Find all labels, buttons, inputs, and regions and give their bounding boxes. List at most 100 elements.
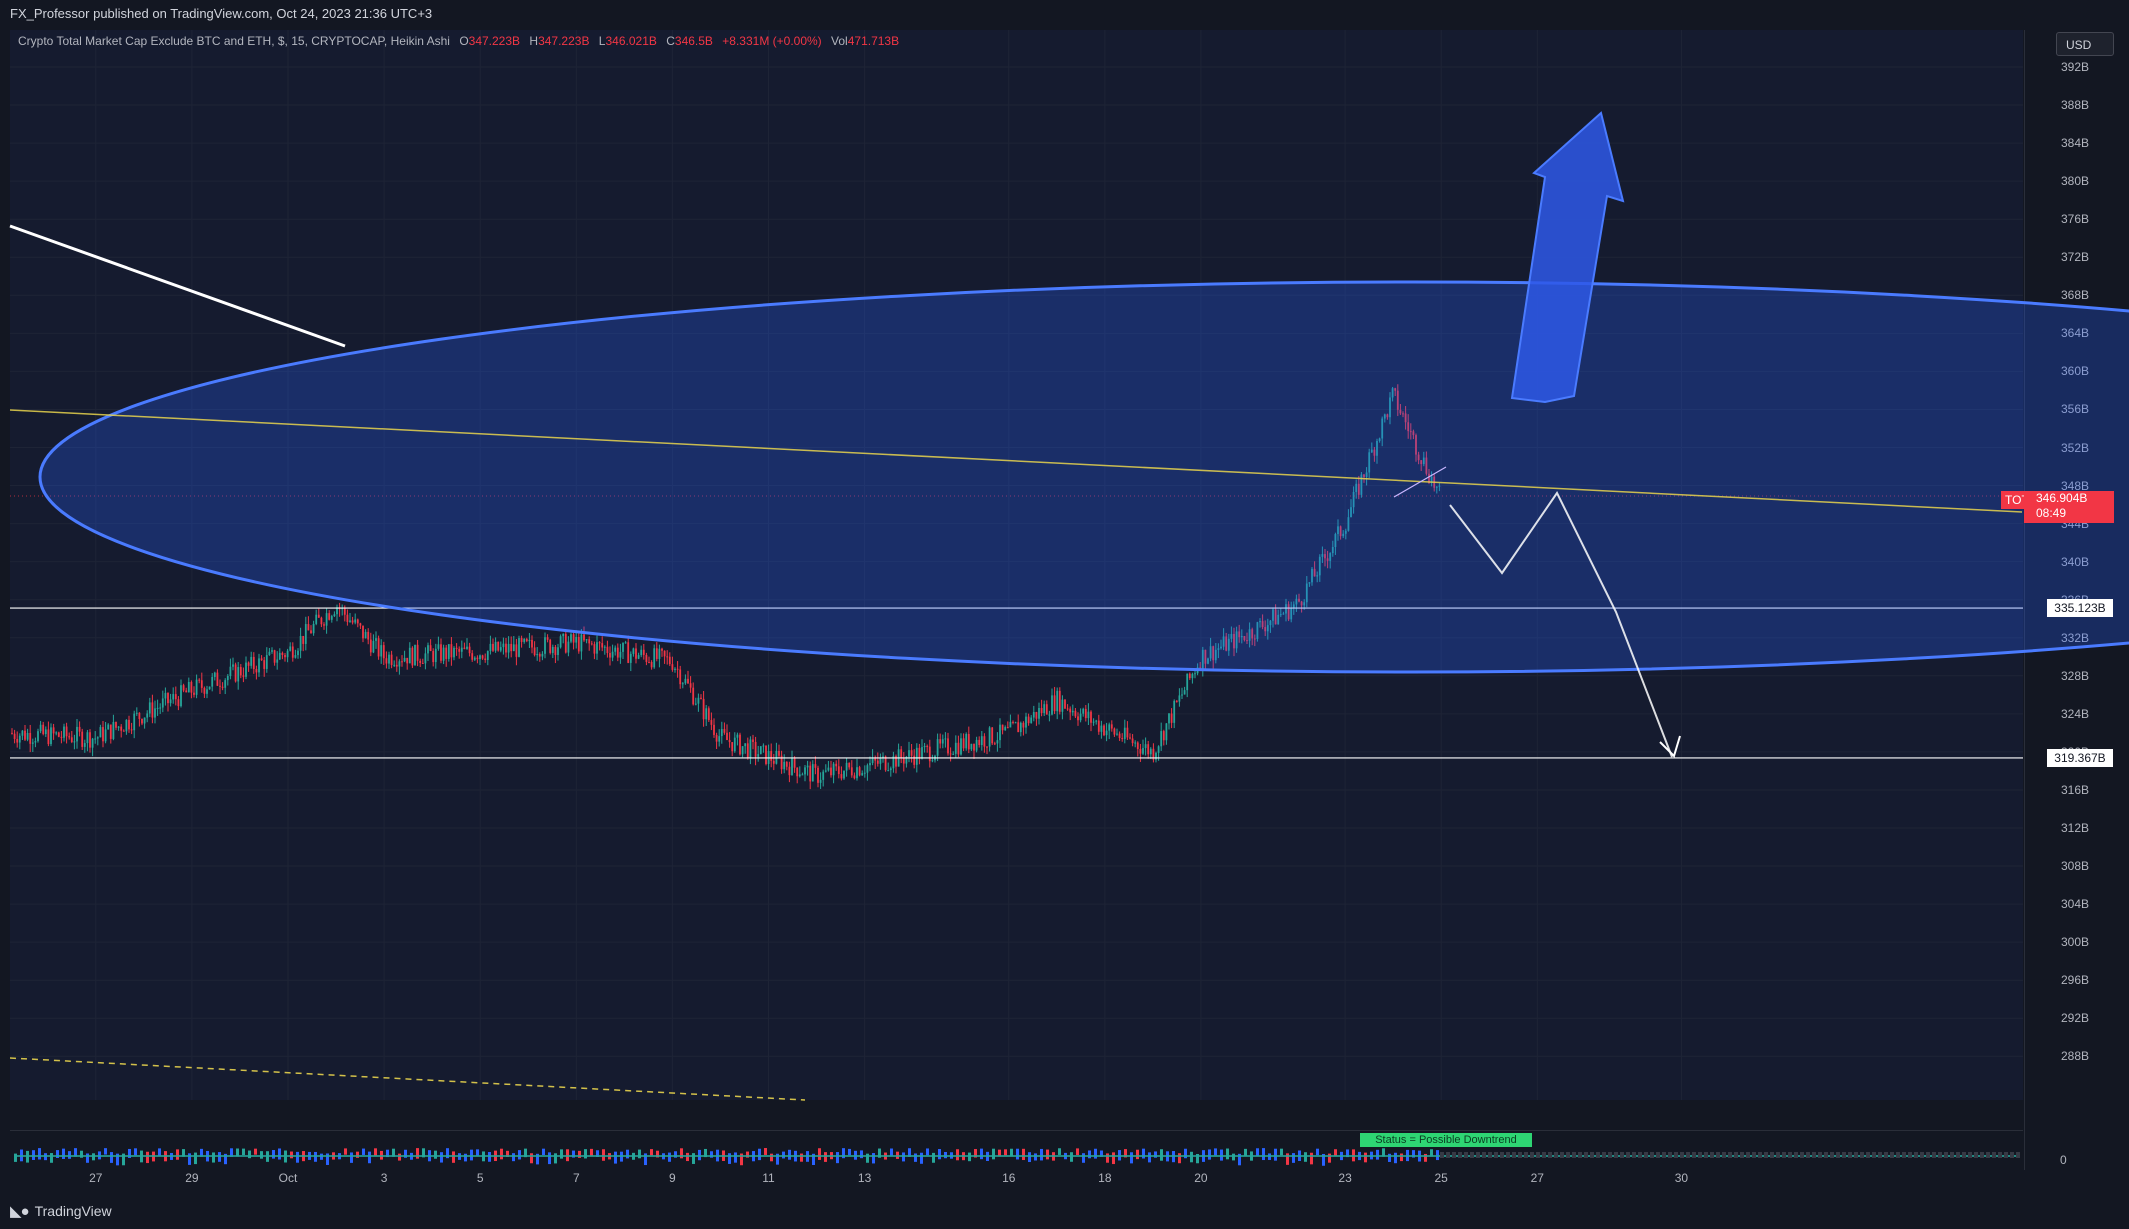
indicator-bar xyxy=(920,1152,923,1164)
candle-body xyxy=(658,648,661,659)
candle-body xyxy=(1399,409,1402,414)
indicator-bar xyxy=(1440,1152,1444,1158)
candle-body xyxy=(908,750,910,757)
candle-body xyxy=(635,648,637,659)
candle-body xyxy=(450,644,453,658)
candle-body xyxy=(226,676,229,681)
candle-body xyxy=(913,755,916,765)
indicator-bar xyxy=(1668,1152,1672,1158)
candle-body xyxy=(377,638,380,657)
candle-body xyxy=(440,644,442,661)
candle-body xyxy=(1121,738,1124,740)
indicator-bar xyxy=(62,1148,65,1159)
price-tick: 308B xyxy=(2061,859,2090,874)
candle-body xyxy=(1027,716,1030,724)
candle-body xyxy=(510,643,513,652)
indicator-bar xyxy=(542,1148,545,1156)
candle-body xyxy=(1181,694,1183,696)
candle-body xyxy=(437,644,440,649)
candle-body xyxy=(133,713,136,731)
candle-body xyxy=(531,639,533,648)
close-value: 346.5B xyxy=(674,34,713,48)
indicator-bar xyxy=(182,1149,185,1157)
indicator-bar xyxy=(50,1153,53,1163)
candle-body xyxy=(567,641,570,653)
candle-body xyxy=(1303,602,1306,606)
time-axis[interactable] xyxy=(0,1170,2129,1190)
chart-area[interactable] xyxy=(10,30,2023,1100)
candle-body xyxy=(1220,646,1222,649)
indicator-bar xyxy=(788,1149,791,1160)
price-tick: 296B xyxy=(2061,973,2090,988)
candle-body xyxy=(219,685,221,687)
indicator-bar xyxy=(1280,1148,1283,1156)
currency-button[interactable]: USD xyxy=(2056,32,2114,56)
candle-body xyxy=(1422,457,1425,465)
candle-body xyxy=(398,661,401,667)
candle-body xyxy=(406,657,409,664)
candle-body xyxy=(346,614,349,622)
candle-body xyxy=(804,767,806,775)
time-tick: 25 xyxy=(1434,1171,1448,1185)
tradingview-logo[interactable]: ◣● TradingView xyxy=(10,1202,112,1220)
candle-body xyxy=(333,614,336,617)
projection-arrowhead xyxy=(1659,735,1681,758)
indicator-bar xyxy=(1142,1148,1145,1159)
candle-body xyxy=(265,655,268,669)
candle-body xyxy=(853,775,856,779)
indicator-bar xyxy=(650,1149,653,1156)
candle-body xyxy=(107,724,110,730)
indicator-bar xyxy=(1554,1152,1558,1158)
indicator-bar xyxy=(476,1149,479,1156)
candle-body xyxy=(1048,714,1051,716)
indicator-bar xyxy=(638,1149,641,1159)
indicator-bar xyxy=(1602,1152,1606,1158)
candle-body xyxy=(55,732,58,734)
candle-body xyxy=(206,689,208,694)
time-tick: 7 xyxy=(572,1171,580,1185)
indicator-bar xyxy=(1334,1149,1337,1156)
indicator-bar xyxy=(260,1151,263,1159)
candle-body xyxy=(180,685,182,707)
candle-body xyxy=(1329,553,1332,561)
candle-body xyxy=(603,646,606,648)
candle-body xyxy=(190,681,193,693)
candle-body xyxy=(650,661,653,668)
candle-body xyxy=(44,729,47,735)
indicator-bar xyxy=(230,1148,233,1157)
candle-body xyxy=(798,774,801,777)
candle-body xyxy=(1363,474,1365,477)
candle-body xyxy=(520,638,523,642)
indicator-bar xyxy=(1860,1152,1864,1158)
candle-body xyxy=(915,747,918,765)
indicator-bar xyxy=(1494,1152,1498,1158)
candle-body xyxy=(1217,648,1220,650)
candle-body xyxy=(609,653,611,658)
candle-body xyxy=(593,644,596,654)
candle-body xyxy=(765,745,767,764)
candle-body xyxy=(978,739,981,746)
indicator-bar xyxy=(1680,1152,1684,1158)
candle-body xyxy=(889,768,892,771)
candle-body xyxy=(544,637,546,654)
time-tick: 23 xyxy=(1338,1171,1352,1185)
price-axis[interactable]: 392B 388B 384B 380B 376B 372B 368B 364B 360B 356B… xyxy=(2024,30,2129,1170)
indicator-bar xyxy=(1364,1152,1367,1163)
candle-body xyxy=(1152,748,1155,760)
indicator-bar xyxy=(1926,1152,1930,1158)
candle-body xyxy=(11,732,13,734)
candle-body xyxy=(827,767,830,771)
candle-body xyxy=(351,620,354,623)
candle-body xyxy=(258,658,260,673)
candle-body xyxy=(343,607,346,615)
candle-body xyxy=(1238,631,1241,638)
candle-body xyxy=(494,641,497,651)
indicator-bar xyxy=(536,1153,539,1165)
candle-body xyxy=(193,692,195,695)
price-tick: 388B xyxy=(2061,98,2090,113)
indicator-bar xyxy=(1040,1148,1043,1161)
candle-body xyxy=(172,694,175,700)
candle-body xyxy=(887,770,890,772)
candle-body xyxy=(741,746,744,755)
candle-body xyxy=(1274,609,1277,625)
